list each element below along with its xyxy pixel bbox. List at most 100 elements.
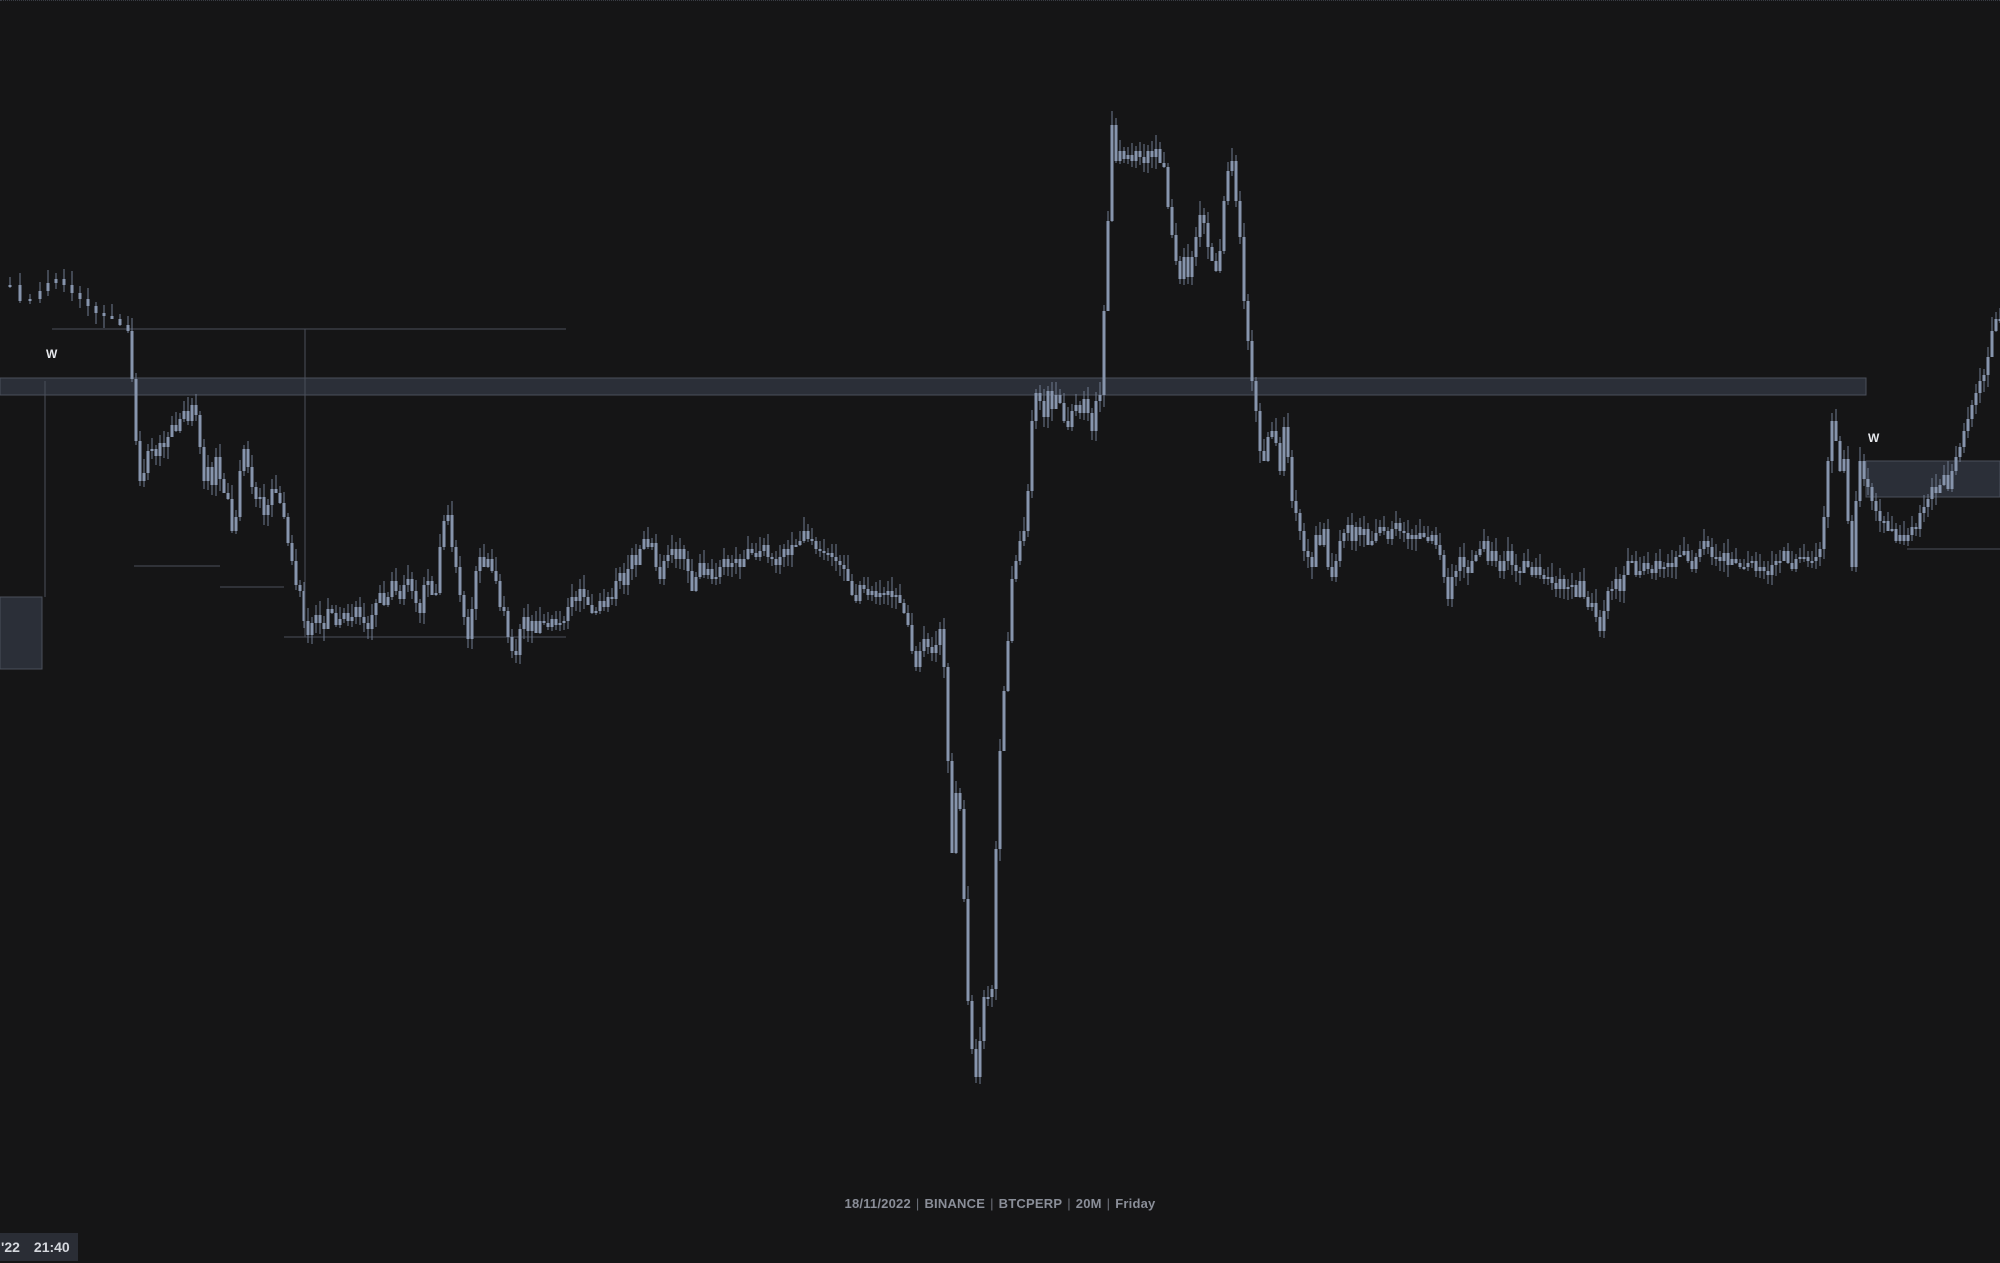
candle-body bbox=[1574, 585, 1578, 597]
candle-body bbox=[1802, 557, 1806, 559]
candle-body bbox=[830, 553, 834, 557]
candle-body bbox=[538, 621, 542, 633]
supply-zone bbox=[0, 377, 1867, 396]
candle-body bbox=[1750, 561, 1754, 563]
candle-body bbox=[1886, 521, 1890, 531]
candle-body bbox=[1850, 521, 1854, 567]
candle-body bbox=[1734, 559, 1738, 563]
candle-body bbox=[8, 285, 12, 287]
candle-body bbox=[62, 279, 66, 285]
candle-body bbox=[1386, 531, 1390, 539]
candle-body bbox=[1158, 149, 1162, 163]
candle-body bbox=[690, 571, 694, 591]
candle-body bbox=[698, 563, 702, 577]
candle-body bbox=[630, 555, 634, 569]
candle-body bbox=[1334, 561, 1338, 577]
candle-body bbox=[1654, 561, 1658, 573]
candle-body bbox=[1494, 551, 1498, 561]
candle-body bbox=[1666, 563, 1670, 567]
candle-body bbox=[1682, 551, 1686, 555]
candle-body bbox=[1218, 251, 1222, 271]
candle-body bbox=[578, 589, 582, 601]
candle-body bbox=[254, 487, 258, 499]
candle-body bbox=[1710, 547, 1714, 557]
candle-body bbox=[1934, 487, 1938, 493]
candle-body bbox=[1194, 237, 1198, 257]
candle-body bbox=[1422, 533, 1426, 537]
candle-body bbox=[150, 449, 154, 451]
candle-body bbox=[1878, 511, 1882, 521]
candle-body bbox=[1174, 235, 1178, 261]
candle-body bbox=[1642, 563, 1646, 571]
candle-body bbox=[334, 613, 338, 625]
candle-body bbox=[1626, 561, 1630, 575]
candle-body bbox=[1234, 161, 1238, 201]
candle-body bbox=[590, 605, 594, 613]
candle-body bbox=[1590, 603, 1594, 607]
candle-body bbox=[1814, 557, 1818, 561]
candle-body bbox=[1058, 395, 1062, 403]
candle-body bbox=[1230, 161, 1234, 171]
candle-body bbox=[558, 623, 562, 625]
candle-body bbox=[794, 545, 798, 547]
candle-body bbox=[1550, 577, 1554, 583]
candle-body bbox=[1046, 391, 1050, 417]
candle-body bbox=[1354, 527, 1358, 541]
candle-body bbox=[1650, 569, 1654, 573]
candle-body bbox=[1754, 561, 1758, 571]
candle-body bbox=[782, 549, 786, 557]
candle-body bbox=[190, 405, 194, 421]
candle-body bbox=[170, 425, 174, 437]
candle-body bbox=[1198, 215, 1202, 237]
candle-body bbox=[1838, 441, 1842, 471]
candle-body bbox=[1342, 533, 1346, 541]
candle-body bbox=[358, 607, 362, 617]
candle-body bbox=[1670, 563, 1674, 567]
candle-body bbox=[402, 585, 406, 599]
candle-body bbox=[874, 591, 878, 597]
candle-body bbox=[742, 559, 746, 567]
candle-body bbox=[278, 493, 282, 503]
candle-body bbox=[942, 629, 946, 667]
candle-body bbox=[790, 545, 794, 555]
candle-body bbox=[1394, 523, 1398, 529]
candle-body bbox=[310, 623, 314, 635]
candle-body bbox=[290, 543, 294, 561]
candle-body bbox=[1794, 559, 1798, 569]
candle-body bbox=[722, 559, 726, 567]
candle-body bbox=[1250, 341, 1254, 381]
candle-body bbox=[1438, 545, 1442, 555]
candle-body bbox=[130, 331, 134, 379]
candle-body bbox=[138, 441, 142, 481]
candle-body bbox=[1282, 427, 1286, 471]
candle-body bbox=[182, 411, 186, 419]
candle-body bbox=[1718, 557, 1722, 561]
candle-body bbox=[1294, 501, 1298, 513]
candle-body bbox=[1822, 517, 1826, 549]
candle-body bbox=[1610, 589, 1614, 591]
candle-body bbox=[694, 577, 698, 591]
candle-body bbox=[1214, 261, 1218, 271]
candle-body bbox=[726, 559, 730, 567]
candle-body bbox=[1022, 531, 1026, 541]
candle-body bbox=[938, 629, 942, 645]
candle-body bbox=[1254, 381, 1258, 411]
candle-body bbox=[1210, 247, 1214, 261]
candle-body bbox=[1498, 561, 1502, 571]
candle-body bbox=[950, 761, 954, 853]
candle-body bbox=[878, 593, 882, 597]
candle-body bbox=[1514, 565, 1518, 571]
candle-body bbox=[1114, 125, 1118, 161]
candle-body bbox=[206, 467, 210, 481]
left-zone bbox=[0, 596, 43, 670]
candle-body bbox=[258, 497, 262, 499]
candle-body bbox=[710, 569, 714, 579]
candle-body bbox=[466, 617, 470, 639]
candle-body bbox=[858, 585, 862, 601]
candle-body bbox=[478, 557, 482, 571]
candle-body bbox=[602, 601, 606, 607]
candle-body bbox=[998, 751, 1002, 849]
candle-body bbox=[1694, 557, 1698, 569]
